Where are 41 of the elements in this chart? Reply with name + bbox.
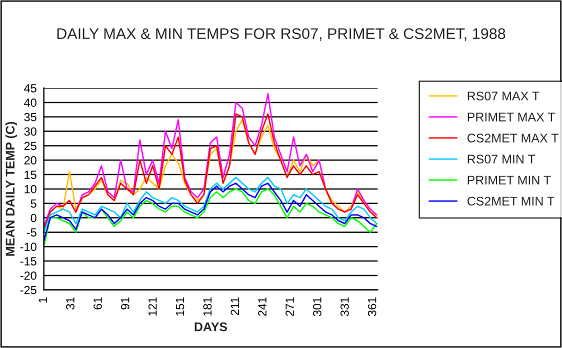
line-series [44,188,378,248]
y-tick-label: -15 [20,257,36,266]
x-tick-label: 1 [38,297,47,302]
y-tick-label: -10 [20,242,36,252]
x-tick-label: 301 [313,297,322,316]
y-tick-label: 45 [24,84,36,92]
legend-label: PRIMET MAX T [468,112,555,122]
x-tick-label: 151 [176,297,184,316]
y-tick-label: -5 [26,228,36,237]
legend-label: PRIMET MIN T [468,176,551,184]
legend-label: RS07 MIN T [468,154,536,164]
y-tick-label: 35 [24,112,36,122]
x-tick-label: 61 [94,297,102,310]
y-tick-label: 5 [30,200,36,208]
line-series [44,176,378,233]
y-tick-label: 15 [24,170,36,179]
x-axis-title: DAYS [194,322,228,332]
y-tick-label: 30 [24,127,36,136]
x-tick-label: 91 [120,297,130,310]
x-tick-label: 331 [340,297,349,316]
x-tick-label: 361 [368,297,376,316]
x-tick-label: 271 [286,297,294,316]
y-tick-label: 25 [24,142,36,150]
y-tick-label: -20 [20,272,36,280]
x-tick-label: 181 [203,297,212,316]
y-tick-label: 10 [24,185,36,194]
y-tick-label: 0 [30,214,36,222]
y-tick-label: 40 [24,98,36,107]
line-series [44,182,378,242]
legend-label: CS2MET MAX T [467,134,558,142]
y-tick-label: 20 [24,156,36,165]
legend-label: CS2MET MIN T [467,196,554,206]
chart-title: DAILY MAX & MIN TEMPS FOR RS07, PRIMET & CS2MET, 1988 [57,28,506,41]
x-tick-label: 31 [66,297,74,310]
x-tick-label: 121 [148,297,157,316]
y-axis-title: MEAN DAILY TEMP (C) [5,122,18,256]
y-tick-label: -25 [20,286,36,294]
x-tick-label: 241 [258,297,266,316]
legend-label: RS07 MAX T [468,92,540,100]
line-series [44,93,378,228]
x-tick-label: 211 [230,297,239,316]
